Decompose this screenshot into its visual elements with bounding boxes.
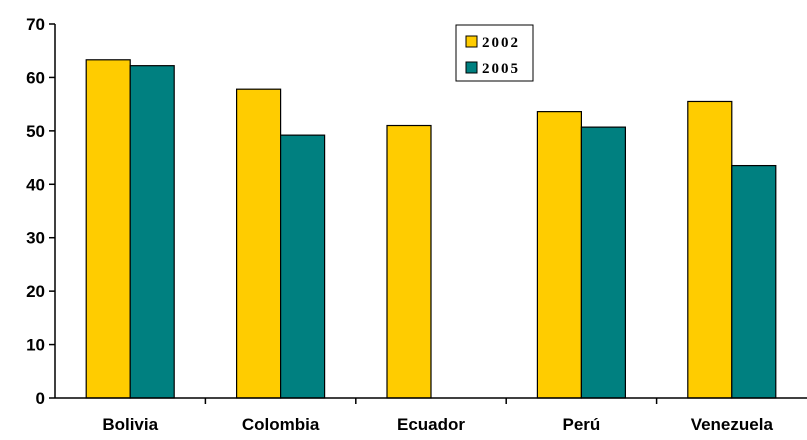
bar-2005-perú [580,126,627,399]
legend-swatch-2005 [465,61,478,74]
y-tick-label: 70 [26,15,45,34]
y-tick-label: 50 [26,122,45,141]
bar-2005-bolivia [129,65,175,399]
y-tick-label: 60 [26,68,45,87]
legend-swatch-2002 [465,35,478,48]
y-tick-label: 40 [26,175,45,194]
x-tick-label: Colombia [242,415,320,434]
x-tick-label: Ecuador [397,415,465,434]
legend: 2002 2005 [455,24,534,82]
axes-group [54,24,807,399]
bar-2002-colombia [236,88,282,399]
y-tick-label: 0 [36,389,45,408]
bar-2002-ecuador [386,124,432,399]
x-ticks-group: Bolivia Colombia Ecuador Perú Venezuela [102,398,773,434]
bar-2002-venezuela [687,100,733,399]
legend-label-2005: 2005 [482,61,520,77]
y-tick-label: 20 [26,282,45,301]
bars-group [85,59,777,399]
x-tick-label: Perú [563,415,601,434]
bar-2002-bolivia [85,59,131,399]
bar-2002-perú [536,111,583,399]
legend-label-2002: 2002 [482,35,520,51]
y-tick-label: 30 [26,229,45,248]
y-tick-label: 10 [26,336,45,355]
x-tick-label: Bolivia [102,415,158,434]
x-tick-label: Venezuela [691,415,774,434]
bar-2005-venezuela [731,164,777,399]
y-ticks-group: 0 10 20 30 40 50 60 70 [26,15,55,408]
bar-2005-colombia [280,134,326,399]
